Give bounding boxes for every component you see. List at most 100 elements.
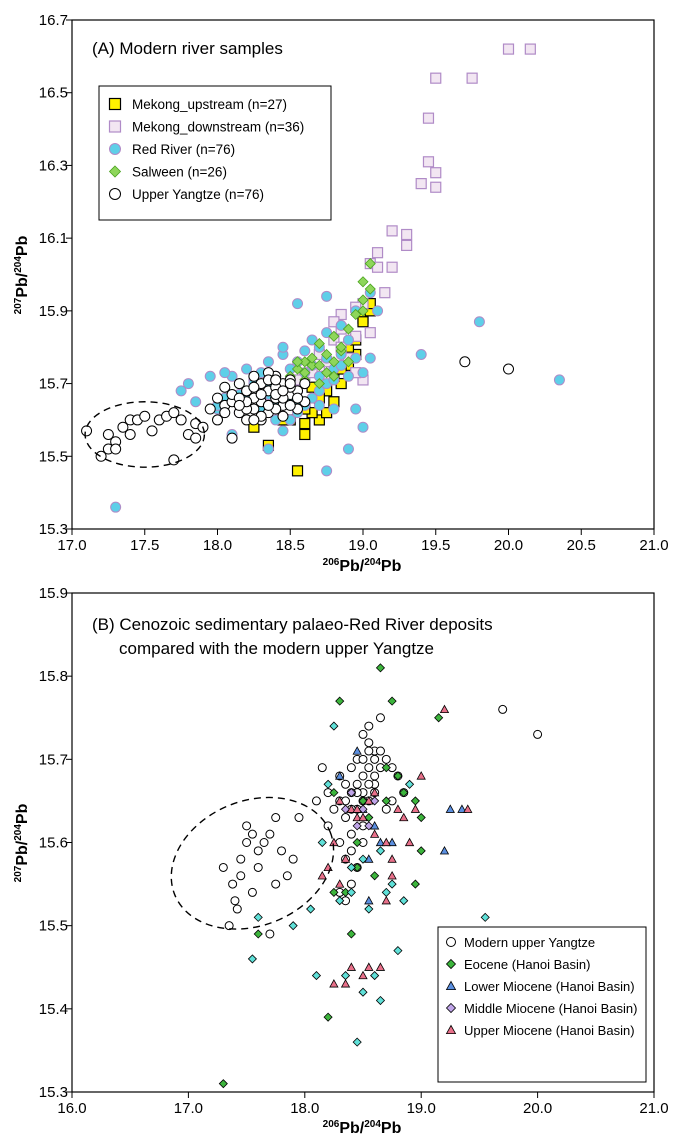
panel-b-x-axis-label: 206Pb/204Pb bbox=[323, 1119, 402, 1136]
data-point bbox=[253, 912, 263, 922]
data-point bbox=[255, 388, 267, 400]
data-point bbox=[350, 403, 362, 415]
data-point bbox=[335, 796, 345, 805]
data-point bbox=[224, 921, 234, 931]
data-point bbox=[369, 787, 380, 797]
data-point bbox=[415, 348, 427, 360]
data-point bbox=[247, 954, 257, 964]
data-point bbox=[313, 338, 325, 350]
data-point bbox=[299, 417, 311, 430]
data-point bbox=[335, 696, 345, 706]
panel-a-legend-box bbox=[98, 85, 332, 221]
data-point bbox=[228, 879, 238, 889]
panel-a-data-points bbox=[81, 43, 565, 513]
data-point bbox=[346, 862, 356, 873]
data-point bbox=[328, 356, 340, 368]
data-point bbox=[190, 432, 202, 444]
data-point bbox=[299, 345, 311, 357]
data-point bbox=[226, 432, 238, 444]
data-point bbox=[375, 713, 385, 723]
data-point bbox=[321, 367, 333, 379]
data-point bbox=[416, 771, 426, 780]
data-point bbox=[364, 962, 374, 971]
data-point bbox=[323, 779, 333, 789]
data-point bbox=[340, 804, 351, 814]
data-point bbox=[218, 1079, 228, 1089]
data-point bbox=[342, 356, 355, 368]
x-tick-label: 19.5 bbox=[421, 537, 450, 554]
y-tick-label: 15.3 bbox=[39, 1084, 68, 1101]
x-tick-label: 18.0 bbox=[290, 1100, 319, 1117]
data-point bbox=[219, 367, 231, 379]
panel-b-x-label-pre: 206 bbox=[323, 1119, 340, 1130]
data-point bbox=[401, 239, 413, 252]
data-point bbox=[323, 862, 333, 872]
panel-b-x-label-main: Pb/ bbox=[339, 1120, 364, 1136]
data-point bbox=[306, 904, 316, 914]
data-point bbox=[387, 879, 397, 889]
legend-label: Middle Miocene (Hanoi Basin) bbox=[464, 1001, 637, 1016]
legend-label: Upper Miocene (Hanoi Basin) bbox=[464, 1023, 635, 1038]
x-tick-label: 17.0 bbox=[57, 537, 86, 554]
data-point bbox=[480, 912, 490, 922]
data-point bbox=[253, 929, 263, 939]
data-point bbox=[306, 334, 318, 346]
data-point bbox=[357, 276, 369, 288]
data-point bbox=[233, 399, 245, 411]
panel-b-y-axis-label: 207Pb/204Pb bbox=[13, 803, 31, 882]
data-point bbox=[313, 414, 325, 426]
data-point bbox=[463, 804, 473, 813]
data-point bbox=[271, 813, 281, 823]
legend-label: Modern upper Yangtze bbox=[464, 935, 595, 950]
data-point bbox=[291, 363, 304, 375]
data-point bbox=[262, 443, 274, 455]
data-point bbox=[370, 796, 380, 806]
data-point bbox=[364, 796, 374, 805]
legend-label: Eocene (Hanoi Basin) bbox=[464, 957, 590, 972]
data-point bbox=[292, 298, 304, 310]
data-point bbox=[236, 854, 246, 864]
data-point bbox=[248, 381, 260, 393]
data-point bbox=[346, 829, 356, 839]
data-point bbox=[292, 392, 304, 404]
data-point bbox=[459, 356, 471, 368]
data-point bbox=[358, 771, 368, 781]
legend-marker bbox=[445, 980, 457, 990]
data-point bbox=[352, 779, 362, 789]
data-point bbox=[253, 846, 263, 856]
legend-marker bbox=[109, 188, 121, 200]
data-point bbox=[364, 283, 376, 295]
data-point bbox=[372, 305, 384, 317]
data-point bbox=[204, 370, 216, 382]
data-point bbox=[282, 871, 292, 881]
data-point bbox=[248, 370, 260, 382]
data-point bbox=[422, 112, 435, 124]
data-point bbox=[291, 356, 304, 368]
data-point bbox=[457, 804, 467, 813]
legend-marker bbox=[445, 1024, 457, 1034]
data-point bbox=[340, 854, 351, 863]
data-point bbox=[182, 378, 194, 390]
x-tick-label: 21.0 bbox=[639, 537, 668, 554]
data-point bbox=[381, 895, 391, 905]
data-point bbox=[270, 374, 282, 386]
legend-marker bbox=[446, 937, 456, 947]
data-point bbox=[346, 788, 356, 798]
data-point bbox=[422, 156, 435, 168]
data-point bbox=[399, 896, 409, 906]
panel-b-scatter-plot: 16.0 17.0 18.0 19.0 20.0 21.0 15.3 15.4 15.5 15.6… bbox=[13, 585, 669, 1136]
data-point bbox=[233, 378, 245, 390]
x-tick-label: 20.5 bbox=[567, 537, 596, 554]
data-point bbox=[533, 729, 543, 739]
data-point bbox=[335, 879, 345, 888]
data-point bbox=[219, 407, 231, 419]
data-point bbox=[352, 1037, 362, 1047]
data-point bbox=[139, 410, 151, 422]
data-point bbox=[386, 261, 398, 273]
legend-label: Salween (n=26) bbox=[132, 165, 227, 180]
x-tick-label: 20.0 bbox=[523, 1100, 552, 1117]
data-point bbox=[328, 403, 340, 415]
panel-b-title-line-2: compared with the modern upper Yangtze bbox=[119, 639, 434, 658]
data-point bbox=[352, 821, 362, 831]
panel-a-x-label-pre: 206 bbox=[323, 557, 340, 568]
